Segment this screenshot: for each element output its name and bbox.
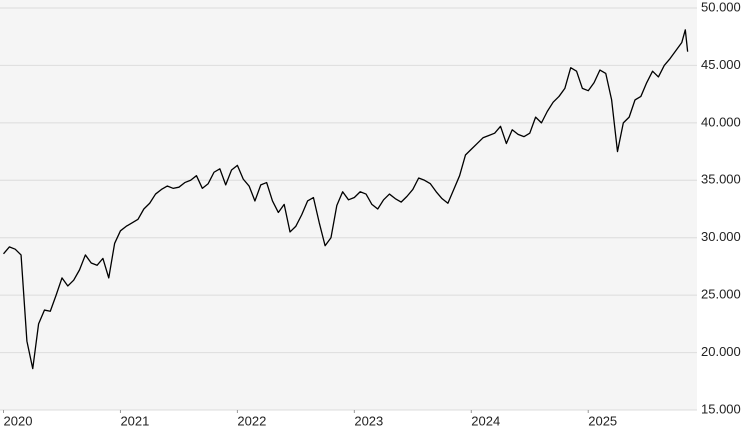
y-tick-label: 35.000 xyxy=(701,172,741,187)
x-tick-label: 2025 xyxy=(588,413,617,428)
x-tick-label: 2024 xyxy=(471,413,500,428)
plot-background xyxy=(0,0,697,410)
y-tick-label: 25.000 xyxy=(701,287,741,302)
price-line xyxy=(3,29,689,370)
x-tick-label: 2022 xyxy=(237,413,266,428)
y-tick-label: 40.000 xyxy=(701,114,741,129)
x-tick-label: 2021 xyxy=(120,413,149,428)
y-tick-label: 50.000 xyxy=(701,0,741,14)
y-tick-label: 15.000 xyxy=(701,401,741,416)
x-tick-label: 2020 xyxy=(4,413,33,428)
y-tick-label: 30.000 xyxy=(701,229,741,244)
x-tick-label: 2023 xyxy=(354,413,383,428)
y-tick-label: 45.000 xyxy=(701,57,741,72)
y-tick-label: 20.000 xyxy=(701,344,741,359)
